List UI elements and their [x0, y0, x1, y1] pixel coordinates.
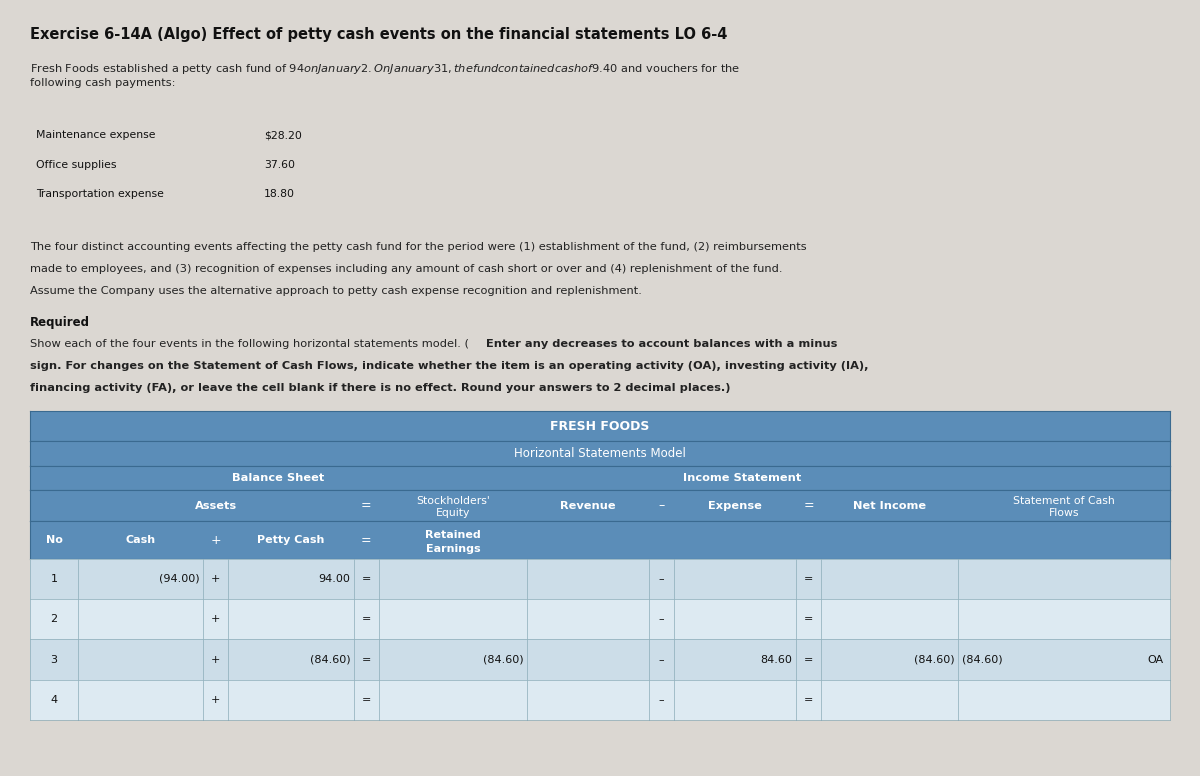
Text: Exercise 6-14A (Algo) Effect of petty cash events on the financial statements LO: Exercise 6-14A (Algo) Effect of petty ca…: [30, 27, 727, 42]
Text: =: =: [804, 574, 814, 584]
Text: Income Statement: Income Statement: [683, 473, 802, 483]
Text: –: –: [659, 500, 665, 512]
Text: made to employees, and (3) recognition of expenses including any amount of cash : made to employees, and (3) recognition o…: [30, 264, 782, 274]
Text: =: =: [361, 695, 371, 705]
Text: –: –: [659, 574, 665, 584]
Text: –: –: [659, 695, 665, 705]
Text: =: =: [361, 534, 372, 546]
Text: (84.60): (84.60): [913, 655, 954, 664]
Text: +: +: [211, 615, 221, 624]
Text: Revenue: Revenue: [560, 501, 616, 511]
Text: (84.60): (84.60): [961, 655, 1002, 664]
Text: Enter any decreases to account balances with a minus: Enter any decreases to account balances …: [486, 339, 838, 349]
Text: =: =: [361, 574, 371, 584]
Text: Balance Sheet: Balance Sheet: [233, 473, 325, 483]
Text: Horizontal Statements Model: Horizontal Statements Model: [514, 447, 686, 459]
Text: =: =: [804, 615, 814, 624]
Text: 1: 1: [50, 574, 58, 584]
Text: (84.60): (84.60): [310, 655, 350, 664]
Text: Assets: Assets: [194, 501, 236, 511]
Text: sign. For changes on the Statement of Cash Flows, indicate whether the item is a: sign. For changes on the Statement of Ca…: [30, 361, 869, 371]
Text: FRESH FOODS: FRESH FOODS: [551, 420, 649, 432]
Text: financing activity (FA), or leave the cell blank if there is no effect. Round yo: financing activity (FA), or leave the ce…: [30, 383, 731, 393]
Text: +: +: [210, 534, 221, 546]
Text: Maintenance expense: Maintenance expense: [36, 130, 156, 140]
Text: (84.60): (84.60): [482, 655, 523, 664]
Text: 94.00: 94.00: [318, 574, 350, 584]
Text: Assume the Company uses the alternative approach to petty cash expense recogniti: Assume the Company uses the alternative …: [30, 286, 642, 296]
Text: 84.60: 84.60: [761, 655, 792, 664]
Text: Petty Cash: Petty Cash: [257, 535, 325, 545]
Text: Cash: Cash: [126, 535, 156, 545]
Text: 37.60: 37.60: [264, 160, 295, 169]
Text: Expense: Expense: [708, 501, 762, 511]
Text: =: =: [803, 500, 814, 512]
Text: Equity: Equity: [436, 508, 470, 518]
Text: Required: Required: [30, 316, 90, 329]
Text: Net Income: Net Income: [853, 501, 926, 511]
Text: =: =: [804, 655, 814, 664]
Text: Flows: Flows: [1049, 508, 1079, 518]
Text: Retained: Retained: [425, 529, 481, 539]
Text: No: No: [46, 535, 62, 545]
Text: =: =: [361, 500, 372, 512]
Text: 3: 3: [50, 655, 58, 664]
Text: $28.20: $28.20: [264, 130, 302, 140]
Text: =: =: [361, 615, 371, 624]
Text: Statement of Cash: Statement of Cash: [1013, 497, 1115, 506]
Text: +: +: [211, 655, 221, 664]
Text: Earnings: Earnings: [426, 545, 480, 554]
Text: 2: 2: [50, 615, 58, 624]
Text: Show each of the four events in the following horizontal statements model. (: Show each of the four events in the foll…: [30, 339, 469, 349]
Text: 4: 4: [50, 695, 58, 705]
Text: following cash payments:: following cash payments:: [30, 78, 175, 88]
Text: Office supplies: Office supplies: [36, 160, 116, 169]
Text: Transportation expense: Transportation expense: [36, 189, 164, 199]
Text: –: –: [659, 615, 665, 624]
Text: Fresh Foods established a petty cash fund of $94 on January 2. On January 31, th: Fresh Foods established a petty cash fun…: [30, 62, 740, 76]
Text: +: +: [211, 695, 221, 705]
Text: =: =: [804, 695, 814, 705]
Text: OA: OA: [1148, 655, 1164, 664]
Text: =: =: [361, 655, 371, 664]
Text: –: –: [659, 655, 665, 664]
Text: 18.80: 18.80: [264, 189, 295, 199]
Text: (94.00): (94.00): [160, 574, 199, 584]
Text: The four distinct accounting events affecting the petty cash fund for the period: The four distinct accounting events affe…: [30, 242, 806, 252]
Text: Stockholders': Stockholders': [416, 497, 490, 506]
Text: +: +: [211, 574, 221, 584]
